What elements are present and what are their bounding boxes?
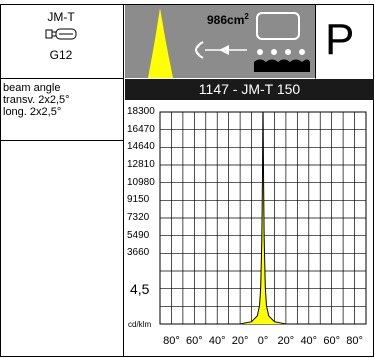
beam-area: 986cm2 xyxy=(207,12,249,27)
x-tick-label: 20° xyxy=(231,335,249,347)
x-tick-label: 40° xyxy=(300,335,318,347)
beam-area-sup: 2 xyxy=(244,12,249,21)
reflector-arrow-icon xyxy=(195,41,247,59)
y-tick-label: 10980 xyxy=(127,176,155,188)
x-tick-label: 60° xyxy=(323,335,340,347)
y-tick-label: 14640 xyxy=(127,141,155,153)
y-tick-label: 3660 xyxy=(127,247,150,259)
class-letter: P xyxy=(325,15,355,64)
y-tick-label: 7320 xyxy=(127,212,150,223)
y-tick-label: 16470 xyxy=(127,123,155,135)
lamp-code: JM-T xyxy=(47,10,75,24)
y-tick-label: 12810 xyxy=(127,159,155,170)
intensity-curve xyxy=(160,111,366,325)
audience-icon xyxy=(254,49,310,72)
luminous-intensity-chart xyxy=(159,111,367,325)
y-tick-label: 9150 xyxy=(127,194,150,206)
beam-label: beam angle xyxy=(3,82,61,94)
lamp-socket: G12 xyxy=(49,48,73,62)
x-tick-label: 80° xyxy=(346,335,363,347)
unit-label: cd/klm xyxy=(128,320,152,329)
chart-title: 1147 - JM-T 150 xyxy=(125,79,374,100)
y-min-label: 4,5 xyxy=(130,280,150,297)
x-tick-label: 20° xyxy=(277,335,295,347)
beam-transverse: transv. 2x2,5° xyxy=(3,94,70,106)
x-tick-label: 0° xyxy=(257,335,269,347)
beam-info: beam angle transv. 2x2,5° long. 2x2,5° xyxy=(3,82,70,118)
x-tick-label: 40° xyxy=(208,335,226,347)
x-tick-label: 80° xyxy=(163,335,180,347)
y-tick-label: 5490 xyxy=(127,229,150,241)
intensity-area xyxy=(160,112,366,324)
beam-area-value: 986cm xyxy=(207,13,245,27)
y-tick-label: 18300 xyxy=(127,106,155,117)
light-cone-icon xyxy=(148,8,300,78)
lamp-bulb-icon xyxy=(45,28,77,40)
x-tick-label: 60° xyxy=(186,335,203,347)
beam-longitudinal: long. 2x2,5° xyxy=(3,106,62,118)
